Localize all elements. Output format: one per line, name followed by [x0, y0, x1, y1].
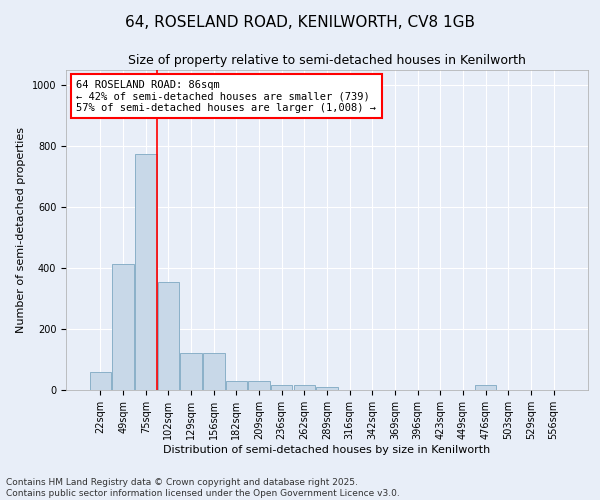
- Bar: [248, 381, 270, 390]
- Bar: [90, 372, 111, 390]
- Text: 64 ROSELAND ROAD: 86sqm
← 42% of semi-detached houses are smaller (739)
57% of s: 64 ROSELAND ROAD: 86sqm ← 42% of semi-de…: [76, 80, 376, 113]
- Text: 64, ROSELAND ROAD, KENILWORTH, CV8 1GB: 64, ROSELAND ROAD, KENILWORTH, CV8 1GB: [125, 15, 475, 30]
- Bar: [112, 264, 134, 390]
- Bar: [203, 354, 224, 390]
- Y-axis label: Number of semi-detached properties: Number of semi-detached properties: [16, 127, 26, 333]
- Bar: [293, 384, 315, 390]
- Bar: [475, 384, 496, 390]
- Bar: [271, 384, 292, 390]
- Title: Size of property relative to semi-detached houses in Kenilworth: Size of property relative to semi-detach…: [128, 54, 526, 68]
- X-axis label: Distribution of semi-detached houses by size in Kenilworth: Distribution of semi-detached houses by …: [163, 444, 491, 454]
- Bar: [181, 354, 202, 390]
- Bar: [135, 154, 157, 390]
- Bar: [316, 387, 338, 390]
- Bar: [158, 282, 179, 390]
- Text: Contains HM Land Registry data © Crown copyright and database right 2025.
Contai: Contains HM Land Registry data © Crown c…: [6, 478, 400, 498]
- Bar: [226, 381, 247, 390]
